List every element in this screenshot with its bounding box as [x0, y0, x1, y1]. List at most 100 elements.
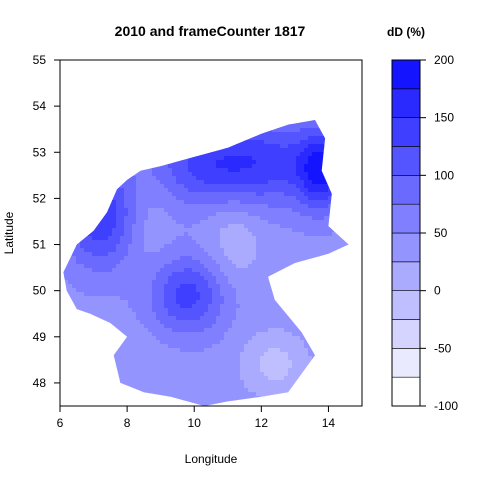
contour-cell: [308, 184, 313, 189]
contour-cell: [108, 284, 113, 289]
contour-cell: [188, 304, 193, 309]
contour-cell: [168, 228, 173, 233]
contour-cell: [304, 256, 309, 261]
contour-cell: [120, 96, 124, 100]
contour-cell: [324, 156, 329, 161]
contour-cell: [312, 256, 317, 261]
contour-cell: [316, 112, 320, 116]
contour-cell: [260, 300, 265, 305]
contour-cell: [68, 120, 73, 121]
contour-cell: [264, 76, 268, 80]
contour-cell: [152, 240, 157, 245]
contour-cell: [160, 108, 164, 112]
contour-cell: [268, 144, 273, 149]
contour-cell: [236, 276, 241, 281]
contour-cell: [216, 140, 221, 145]
contour-cell: [80, 168, 85, 173]
contour-cell: [228, 320, 233, 325]
contour-cell: [324, 132, 329, 137]
contour-cell: [300, 88, 304, 92]
contour-cell: [184, 288, 189, 293]
contour-cell: [280, 268, 285, 273]
contour-cell: [172, 228, 177, 233]
contour-cell: [260, 252, 265, 257]
contour-cell: [140, 252, 145, 257]
contour-cell: [72, 276, 77, 281]
contour-cell: [232, 188, 237, 193]
contour-cell: [356, 80, 360, 84]
contour-cell: [204, 220, 209, 225]
contour-cell: [328, 136, 333, 141]
contour-cell: [132, 300, 137, 305]
contour-cell: [104, 248, 109, 253]
contour-cell: [100, 144, 105, 149]
contour-cell: [236, 212, 241, 217]
contour-cell: [280, 276, 285, 281]
contour-cell: [140, 280, 145, 285]
contour-cell: [140, 272, 145, 277]
contour-cell: [248, 272, 253, 277]
contour-cell: [192, 288, 197, 293]
contour-cell: [112, 280, 117, 285]
contour-cell: [84, 272, 89, 277]
contour-cell: [220, 200, 225, 205]
contour-cell: [156, 100, 160, 104]
contour-cell: [224, 164, 229, 169]
contour-cell: [236, 120, 241, 125]
contour-cell: [240, 132, 245, 137]
contour-cell: [76, 148, 81, 153]
contour-cell: [260, 216, 265, 221]
contour-cell: [272, 136, 277, 141]
contour-cell: [292, 88, 296, 92]
contour-cell: [224, 140, 229, 145]
contour-cell: [240, 240, 245, 245]
contour-cell: [108, 216, 113, 221]
contour-cell: [300, 232, 305, 237]
contour-cell: [128, 88, 132, 92]
contour-cell: [296, 280, 301, 285]
contour-cell: [216, 220, 221, 225]
contour-cell: [280, 292, 285, 297]
contour-cell: [200, 300, 205, 305]
contour-cell: [316, 88, 320, 92]
contour-cell: [120, 136, 125, 141]
contour-cell: [324, 308, 329, 313]
contour-cell: [196, 88, 200, 92]
contour-cell: [264, 156, 269, 161]
contour-cell: [104, 84, 108, 88]
contour-cell: [108, 156, 113, 161]
contour-cell: [80, 312, 85, 317]
contour-cell: [312, 120, 317, 121]
contour-cell: [276, 136, 281, 141]
contour-cell: [252, 176, 257, 181]
contour-cell: [72, 120, 77, 125]
contour-cell: [172, 288, 177, 293]
contour-cell: [136, 204, 141, 209]
contour-cell: [140, 292, 145, 297]
contour-cell: [128, 152, 133, 157]
contour-cell: [248, 276, 253, 281]
contour-cell: [188, 120, 193, 121]
contour-cell: [124, 276, 129, 281]
contour-cell: [256, 200, 261, 205]
contour-cell: [232, 300, 237, 305]
contour-cell: [64, 204, 69, 209]
contour-cell: [220, 268, 225, 273]
contour-cell: [96, 68, 100, 72]
contour-cell: [144, 220, 149, 225]
contour-cell: [152, 268, 157, 273]
contour-cell: [176, 308, 181, 313]
contour-cell: [320, 196, 325, 201]
contour-cell: [228, 132, 233, 137]
contour-cell: [292, 96, 296, 100]
contour-cell: [244, 124, 249, 129]
contour-cell: [352, 288, 356, 292]
contour-cell: [284, 100, 288, 104]
contour-cell: [228, 180, 233, 185]
contour-cell: [284, 284, 289, 289]
contour-cell: [276, 208, 281, 213]
contour-cell: [148, 108, 152, 112]
contour-cell: [344, 236, 349, 241]
contour-cell: [328, 92, 332, 96]
contour-cell: [104, 108, 108, 112]
